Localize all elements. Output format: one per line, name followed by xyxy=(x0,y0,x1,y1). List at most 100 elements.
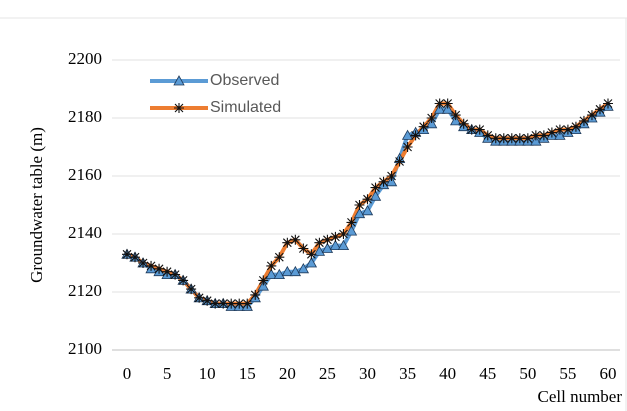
data-point xyxy=(170,269,181,280)
data-point xyxy=(586,110,597,121)
data-point xyxy=(402,142,413,152)
data-point xyxy=(186,284,197,295)
data-point xyxy=(603,98,613,109)
data-point xyxy=(273,268,285,279)
data-point xyxy=(361,204,374,216)
data-point xyxy=(210,298,221,309)
data-point xyxy=(345,225,358,236)
y-axis-title: Groundwater table (m) xyxy=(27,127,46,283)
data-point xyxy=(362,194,373,205)
data-point xyxy=(282,237,293,248)
data-point xyxy=(226,298,237,309)
data-point xyxy=(482,130,493,141)
data-point xyxy=(306,249,317,260)
data-point xyxy=(234,298,245,309)
data-point xyxy=(346,217,357,228)
data-point xyxy=(466,124,477,135)
x-tick-label: 5 xyxy=(163,364,172,383)
data-point xyxy=(562,124,573,135)
data-point xyxy=(337,239,350,250)
data-point xyxy=(578,115,589,126)
data-point xyxy=(218,298,229,309)
data-point xyxy=(530,130,541,141)
data-point xyxy=(202,295,213,306)
data-point xyxy=(322,234,333,245)
data-point xyxy=(138,258,149,268)
data-point xyxy=(401,129,414,140)
x-tick-label: 35 xyxy=(399,364,416,383)
data-point xyxy=(242,298,253,309)
data-point xyxy=(354,200,365,210)
data-point xyxy=(385,175,398,187)
data-point xyxy=(178,275,189,286)
x-tick-label: 55 xyxy=(559,364,576,383)
data-point xyxy=(450,115,462,126)
legend-marker xyxy=(173,75,185,86)
data-point xyxy=(458,118,469,129)
data-point xyxy=(122,249,132,260)
x-tick-label: 60 xyxy=(600,364,617,383)
data-point xyxy=(530,135,542,146)
x-tick-label: 0 xyxy=(123,364,132,383)
data-point xyxy=(450,110,461,121)
legend-label: Simulated xyxy=(210,99,281,116)
x-tick-label: 20 xyxy=(279,364,296,383)
data-point xyxy=(162,266,173,277)
data-point xyxy=(258,275,269,286)
data-point xyxy=(257,280,269,291)
data-point xyxy=(546,127,557,138)
data-point xyxy=(370,182,381,193)
data-point xyxy=(410,130,421,141)
data-point xyxy=(426,113,437,123)
data-point xyxy=(353,207,366,219)
data-point xyxy=(378,176,389,187)
data-point xyxy=(298,243,309,254)
x-tick-label: 50 xyxy=(519,364,536,383)
data-point xyxy=(313,245,326,256)
data-point xyxy=(369,190,382,201)
legend-marker xyxy=(174,103,184,113)
data-point xyxy=(474,124,485,135)
data-point xyxy=(554,124,565,135)
y-tick-label: 2180 xyxy=(68,107,102,126)
data-point xyxy=(594,104,605,115)
x-tick-label: 15 xyxy=(239,364,256,383)
data-point xyxy=(386,171,397,181)
y-tick-label: 2140 xyxy=(68,223,102,242)
data-point xyxy=(433,103,446,114)
y-tick-label: 2120 xyxy=(68,281,102,300)
data-point xyxy=(498,133,509,144)
data-point xyxy=(522,133,533,144)
data-point xyxy=(330,231,341,242)
data-point xyxy=(154,263,165,274)
data-point xyxy=(290,234,301,245)
data-point xyxy=(321,242,334,253)
data-point xyxy=(297,262,310,274)
data-point xyxy=(289,265,302,277)
data-point xyxy=(338,229,349,239)
data-point xyxy=(130,252,141,263)
data-point xyxy=(274,252,285,263)
x-tick-label: 40 xyxy=(439,364,456,383)
data-point xyxy=(490,133,501,144)
data-point xyxy=(441,103,454,114)
data-point xyxy=(506,133,517,144)
data-point xyxy=(570,121,581,132)
data-point xyxy=(314,237,325,248)
data-point xyxy=(305,257,318,268)
x-tick-label: 25 xyxy=(319,364,336,383)
data-point xyxy=(146,260,157,271)
data-point xyxy=(434,98,445,109)
data-point xyxy=(538,130,549,141)
y-tick-label: 2200 xyxy=(68,49,102,68)
data-point xyxy=(250,289,261,300)
data-point xyxy=(194,292,205,303)
data-point xyxy=(281,265,294,277)
y-tick-label: 2160 xyxy=(68,165,102,184)
data-point xyxy=(442,98,453,109)
data-point xyxy=(554,129,566,140)
x-tick-label: 45 xyxy=(479,364,496,383)
y-tick-label: 2100 xyxy=(68,339,102,358)
data-point xyxy=(514,133,525,144)
